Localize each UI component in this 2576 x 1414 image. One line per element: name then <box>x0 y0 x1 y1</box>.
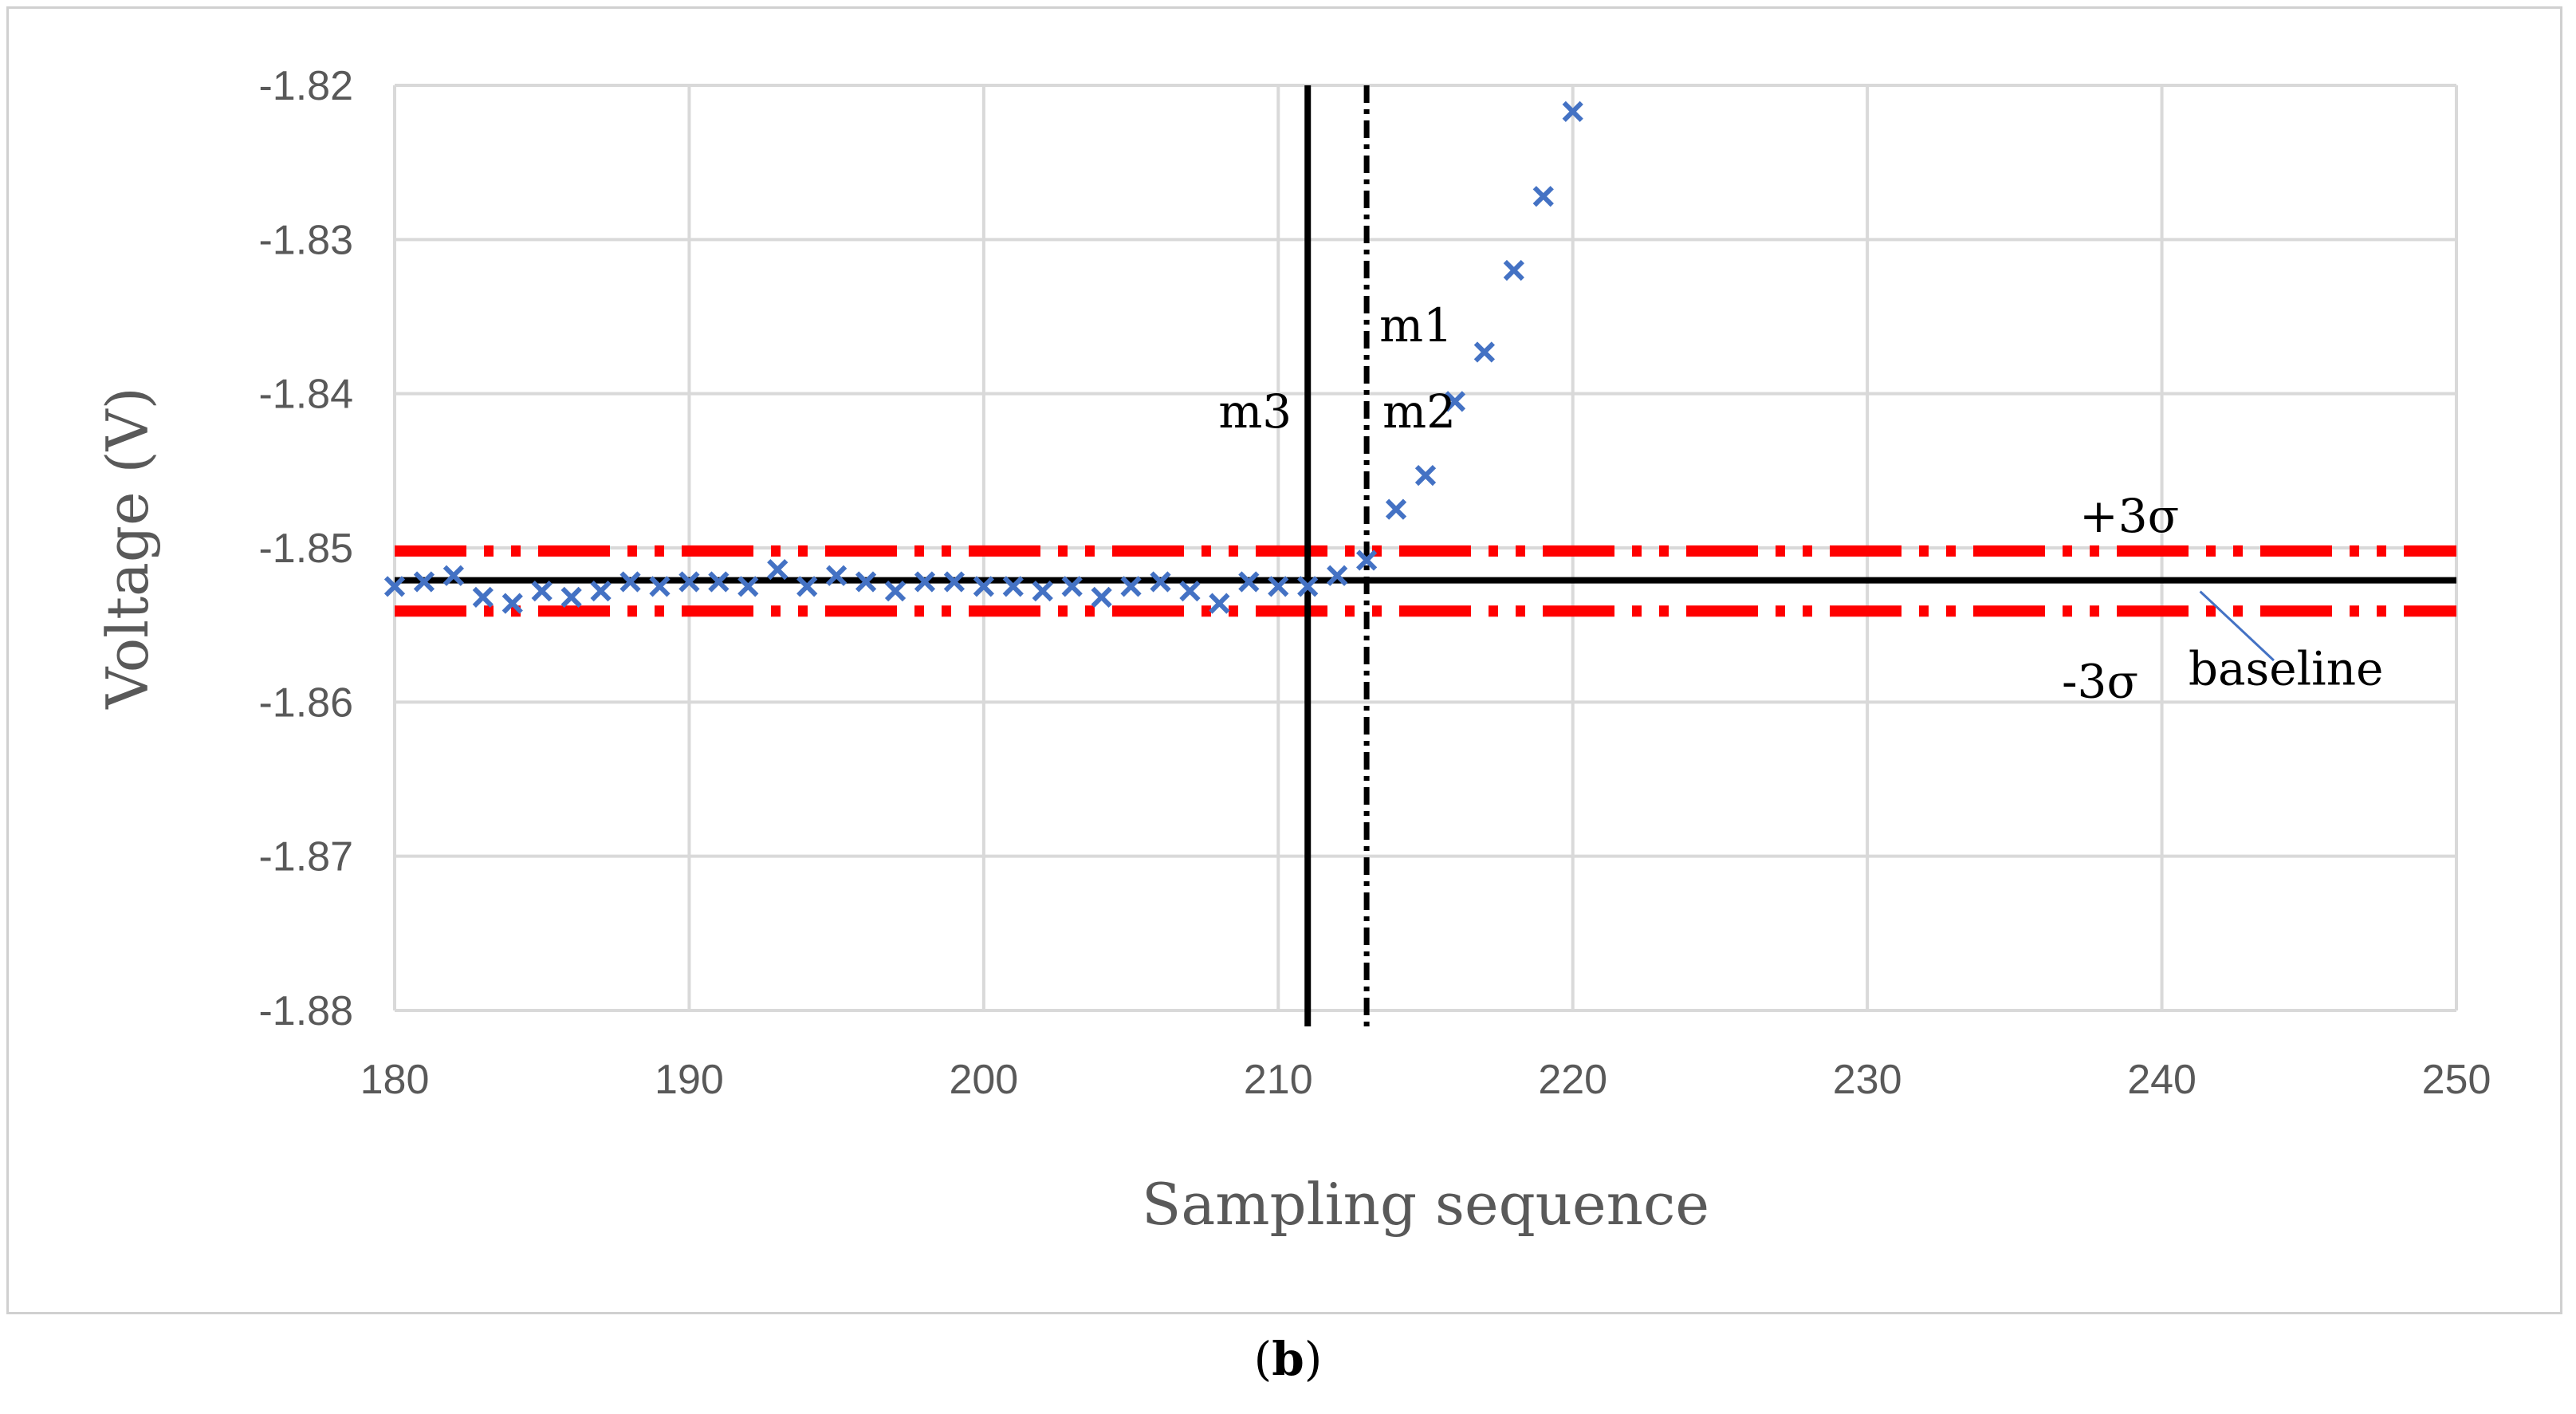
x-tick-label: 250 <box>2422 1057 2491 1103</box>
data-point <box>590 581 612 602</box>
y-tick-label: -1.86 <box>258 679 353 726</box>
data-point <box>943 571 966 593</box>
data-point <box>1002 576 1024 597</box>
data-point <box>619 571 641 593</box>
annotation-baseline: baseline <box>2189 642 2384 696</box>
data-point <box>442 565 465 586</box>
chart-frame: 180 190 200 210 220 230 240 250 -1.82 -1.83 -1.84 -… <box>6 6 2562 1314</box>
data-point <box>826 565 848 586</box>
figure-caption: (b) <box>0 1332 2576 1386</box>
data-point <box>1385 498 1407 520</box>
tick-labels: 180 190 200 210 220 230 240 250 -1.82 -1.83 -1.84 -… <box>258 63 2491 1103</box>
baseline-pointer-line <box>2199 590 2275 662</box>
data-point <box>884 581 907 602</box>
y-tick-label: -1.83 <box>258 217 353 263</box>
data-point <box>914 571 936 593</box>
x-axis-title: Sampling sequence <box>1142 1171 1709 1238</box>
annotation-m2: m2 <box>1382 384 1456 439</box>
data-point <box>767 558 789 581</box>
data-point <box>678 571 700 593</box>
data-point <box>1268 576 1289 597</box>
caption-letter: b <box>1272 1332 1304 1386</box>
annotation-minus-3-sigma: -3σ <box>2062 654 2138 708</box>
x-tick-label: 220 <box>1538 1057 1607 1103</box>
data-point <box>708 571 730 593</box>
data-point <box>1150 571 1171 593</box>
x-tick-label: 200 <box>949 1057 1018 1103</box>
x-tick-label: 210 <box>1244 1057 1313 1103</box>
data-point <box>560 586 582 608</box>
data-point <box>1120 576 1142 597</box>
y-tick-label: -1.82 <box>258 63 353 109</box>
data-point <box>413 571 435 593</box>
data-point <box>1091 586 1112 608</box>
data-point <box>1209 593 1230 614</box>
x-tick-label: 240 <box>2127 1057 2196 1103</box>
y-tick-label: -1.87 <box>258 834 353 880</box>
data-point <box>1297 576 1319 597</box>
x-tick-label: 180 <box>360 1057 430 1103</box>
data-point <box>472 586 494 608</box>
data-point <box>796 576 818 597</box>
reference-lines <box>395 85 2456 1026</box>
data-point <box>1562 100 1583 122</box>
y-tick-label: -1.88 <box>258 988 353 1034</box>
data-points <box>383 100 1583 614</box>
data-point <box>1032 581 1053 602</box>
data-point <box>1444 391 1466 412</box>
data-point <box>855 571 877 593</box>
data-point <box>1532 186 1554 207</box>
annotation-m1: m1 <box>1379 298 1453 353</box>
data-point <box>501 593 523 614</box>
data-point <box>649 576 671 597</box>
x-tick-label: 190 <box>655 1057 724 1103</box>
x-tick-label: 230 <box>1833 1057 1902 1103</box>
data-point <box>1061 576 1083 597</box>
data-point <box>1414 465 1437 486</box>
data-point <box>973 576 994 597</box>
data-point <box>1238 571 1260 593</box>
data-point <box>1473 341 1496 363</box>
data-point <box>383 576 406 597</box>
annotation-plus-3-sigma: +3σ <box>2079 489 2179 543</box>
data-point <box>1327 565 1348 586</box>
annotation-m3: m3 <box>1218 384 1292 439</box>
chart-svg: 180 190 200 210 220 230 240 250 -1.82 -1.83 -1.84 -… <box>94 63 2491 1238</box>
data-point <box>737 576 759 597</box>
caption-open: ( <box>1253 1332 1272 1386</box>
data-point <box>1355 549 1378 571</box>
data-point <box>1503 259 1524 282</box>
y-tick-label: -1.84 <box>258 372 353 418</box>
data-point <box>531 581 553 602</box>
data-point <box>1179 581 1201 602</box>
y-tick-label: -1.85 <box>258 526 353 572</box>
caption-close: ) <box>1304 1332 1323 1386</box>
y-axis-title: Voltage (V) <box>94 387 161 709</box>
